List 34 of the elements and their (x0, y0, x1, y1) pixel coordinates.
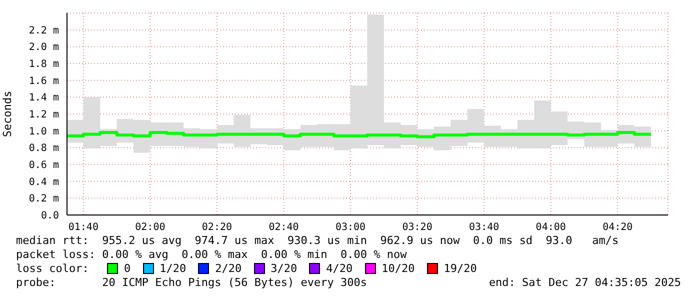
x-tick-label: 01:40 (68, 222, 98, 234)
text: 3/20 (270, 262, 298, 275)
y-axis-title: Seconds (0, 90, 14, 138)
x-tick-label: 03:40 (469, 222, 500, 234)
text: 1/20 (160, 262, 186, 275)
y-tick-label: 1.2 m (28, 110, 59, 121)
y-tick-label: 0.4 m (28, 176, 59, 188)
text: 19/20 (444, 262, 477, 275)
text: median rtt: 955.2 us avg 974.7 us max 930.3 us min 962.9 us now 0.0 ms sd 93.0 am/s (16, 234, 619, 247)
text: 4/20 (326, 262, 353, 275)
y-tick-label: 0.2 m (28, 194, 59, 205)
text: loss color: (16, 262, 89, 275)
x-tick-label: 04:00 (536, 222, 566, 234)
text: packet loss: 0.00 % avg 0.00 % max 0.00 % min 0.00 % now (16, 248, 407, 261)
y-tick-label: 0.6 m (28, 160, 59, 172)
y-tick-label: 1.6 m (28, 76, 59, 87)
x-tick-label: 03:00 (335, 222, 366, 234)
text: 0 (124, 262, 131, 275)
text: end: Sat Dec 27 04:35:05 2025 (488, 276, 681, 289)
x-tick-label: 02:20 (202, 222, 232, 234)
y-tick-label: 1.8 m (28, 59, 59, 70)
text: 10/20 (382, 262, 415, 275)
y-tick-label: 2.2 m (28, 25, 59, 36)
x-tick-label: 02:00 (135, 222, 166, 234)
x-tick-label: 02:40 (268, 222, 299, 234)
text: 2/20 (215, 262, 242, 275)
y-tick-label: 1.0 m (28, 126, 59, 138)
x-tick-label: 03:20 (402, 222, 432, 234)
text: probe: 20 ICMP Echo Pings (56 Bytes) every 300s (16, 276, 367, 289)
y-tick-label: 0.8 m (28, 143, 59, 154)
y-tick-label: 2.0 m (28, 42, 59, 54)
y-tick-label: 0.0 (40, 210, 59, 222)
x-tick-label: 04:20 (602, 222, 633, 234)
y-tick-label: 1.4 m (28, 92, 59, 104)
